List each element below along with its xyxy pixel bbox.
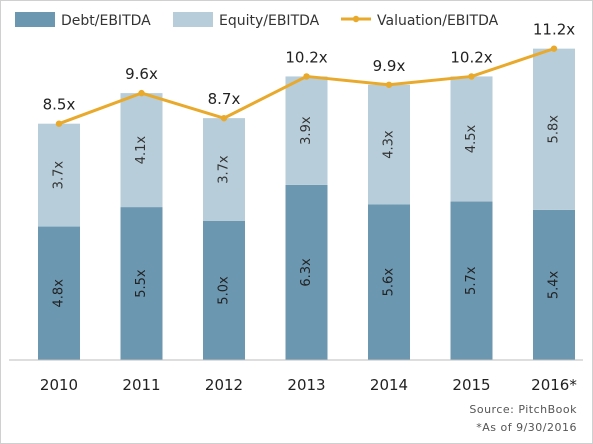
legend-label: Valuation/EBITDA — [377, 13, 499, 29]
bars: 4.8x 3.7x 5.5x 4.1x 5.0x 3.7x 6.3x 3.9x 5.6x 4.3x… — [38, 48, 575, 360]
valuation-label-2011: 9.6x — [125, 65, 158, 83]
bar-equity-2015 — [450, 76, 493, 202]
valuation-point-2013 — [303, 73, 310, 80]
x-tick-2010: 2010 — [40, 376, 78, 394]
bar-equity-2014 — [368, 84, 410, 205]
valuation-label-2012: 8.7x — [208, 90, 241, 108]
valuation-point-2016 — [550, 45, 558, 52]
x-tick-2014: 2014 — [370, 376, 408, 394]
x-tick-2016: 2016* — [531, 376, 577, 394]
bar-equity-2010 — [38, 123, 80, 227]
equity-label-2015: 4.5x — [464, 125, 479, 154]
legend-item-equity-ebitda: Equity/EBITDA — [173, 12, 320, 29]
valuation-label-2015: 10.2x — [450, 48, 492, 66]
equity-label-2011: 4.1x — [134, 136, 149, 165]
legend-item-valuation-ebitda: Valuation/EBITDA — [341, 13, 499, 29]
valuation-point-2011 — [138, 89, 145, 97]
legend-marker — [352, 15, 360, 23]
valuation-label-2014: 9.9x — [373, 57, 406, 75]
valuation-label-2010: 8.5x — [43, 96, 76, 114]
valuation-label-2016: 11.2x — [533, 21, 575, 39]
legend-label: Equity/EBITDA — [219, 13, 320, 29]
bar-debt-2016 — [533, 209, 575, 360]
bar-debt-2012 — [203, 221, 245, 360]
legend-label: Debt/EBITDA — [61, 13, 151, 29]
equity-label-2010: 3.7x — [52, 161, 67, 190]
equity-label-2016: 5.8x — [547, 115, 562, 144]
bar-debt-2010 — [38, 226, 80, 360]
debt-label-2016: 5.4x — [547, 270, 562, 299]
x-tick-2013: 2013 — [287, 376, 325, 394]
debt-label-2015: 5.7x — [464, 266, 479, 295]
bar-debt-2014 — [368, 204, 410, 360]
legend-swatch-debt-ebitda — [15, 12, 55, 27]
x-tick-2011: 2011 — [122, 376, 160, 394]
valuation-point-2010 — [55, 120, 63, 127]
x-tick-2012: 2012 — [205, 376, 243, 394]
debt-label-2011: 5.5x — [134, 269, 149, 298]
valuation-point-2015 — [468, 73, 475, 80]
bar-equity-2011 — [120, 93, 163, 208]
legend-swatch-equity-ebitda — [173, 12, 213, 27]
bar-equity-2016 — [533, 48, 575, 210]
valuation-point-2014 — [385, 81, 393, 88]
equity-label-2012: 3.7x — [217, 155, 232, 184]
bar-debt-2011 — [120, 207, 163, 360]
valuation-label-2013: 10.2x — [285, 48, 327, 66]
asof-note: *As of 9/30/2016 — [476, 421, 577, 434]
x-tick-2015: 2015 — [452, 376, 490, 394]
debt-label-2010: 4.8x — [52, 279, 67, 308]
debt-label-2014: 5.6x — [382, 268, 397, 297]
x-axis: 2010 2011 2012 2013 2014 2015 2016* — [40, 376, 577, 394]
valuation-line: 8.5x 9.6x 8.7x 10.2x 9.9x 10.2x 11.2x — [43, 21, 575, 127]
bar-equity-2013 — [285, 76, 328, 185]
equity-label-2013: 3.9x — [299, 116, 314, 145]
legend-item-debt-ebitda: Debt/EBITDA — [15, 12, 151, 29]
bar-debt-2013 — [285, 184, 328, 360]
bar-equity-2012 — [203, 118, 245, 221]
equity-label-2014: 4.3x — [382, 130, 397, 159]
valuation-point-2012 — [220, 114, 228, 122]
debt-label-2013: 6.3x — [299, 258, 314, 287]
source-note: Source: PitchBook — [469, 403, 577, 416]
debt-label-2012: 5.0x — [217, 276, 232, 305]
legend: Debt/EBITDA Equity/EBITDA Valuation/EBITDA — [15, 12, 499, 29]
bar-debt-2015 — [450, 201, 493, 360]
